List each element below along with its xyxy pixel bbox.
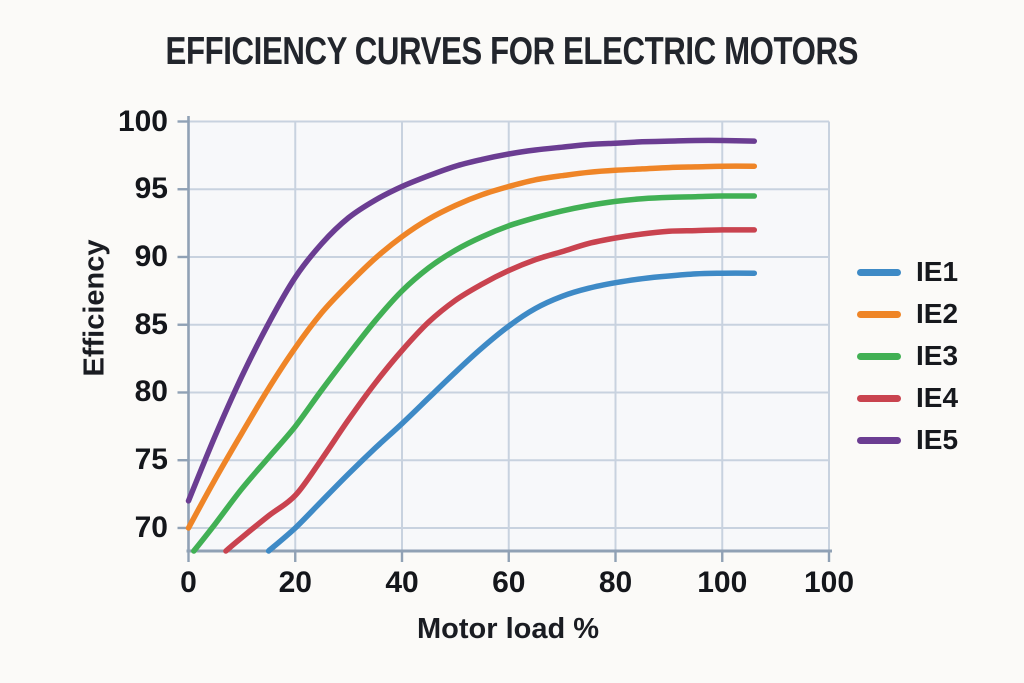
curve-IE5	[185, 137, 758, 504]
legend-label-IE4: IE4	[916, 382, 959, 413]
curve-IE2	[185, 163, 758, 531]
legend-label-IE1: IE1	[916, 256, 959, 287]
legend-label-IE3: IE3	[916, 340, 959, 371]
x-tick-label: 60	[492, 566, 526, 599]
x-tick-label: 100	[803, 566, 855, 599]
legend-item-IE3: IE3	[857, 335, 958, 377]
y-tick-label: 95	[134, 172, 168, 206]
x-tick-label: 80	[598, 566, 633, 599]
x-tick-label: 0	[180, 566, 197, 599]
x-axis-label: Motor load %	[416, 613, 600, 645]
y-tick-label: 75	[134, 443, 168, 477]
x-tick-label: 40	[385, 566, 419, 599]
y-tick-label: 70	[134, 510, 168, 544]
legend: IE1 IE2 IE3 IE4 IE5	[857, 251, 958, 461]
chart-title-text: EFFICIENCY CURVES FOR ELECTRIC MOTORS	[165, 30, 859, 73]
y-tick-label: 80	[134, 375, 168, 409]
legend-item-IE1: IE1	[857, 251, 958, 293]
legend-swatch-IE3	[857, 352, 901, 360]
y-tick-label: 100	[117, 104, 168, 138]
curve-IE1	[265, 270, 758, 554]
legend-item-IE2: IE2	[857, 293, 958, 335]
legend-swatch-IE5	[857, 436, 901, 444]
y-tick-label: 90	[134, 239, 168, 273]
legend-label-IE5: IE5	[916, 424, 959, 455]
y-tick-label: 85	[134, 307, 168, 341]
legend-swatch-IE2	[857, 310, 901, 318]
x-tick-label: 20	[278, 566, 312, 599]
curve-IE3	[191, 193, 758, 554]
legend-item-IE5: IE5	[857, 419, 958, 461]
curve-IE4	[223, 227, 758, 554]
legend-item-IE4: IE4	[857, 377, 958, 419]
x-tick-label: 100	[697, 566, 748, 599]
legend-swatch-IE1	[857, 268, 901, 276]
chart-title: EFFICIENCY CURVES FOR ELECTRIC MOTORS	[0, 30, 1024, 74]
legend-label-IE2: IE2	[916, 298, 959, 329]
legend-swatch-IE4	[857, 394, 901, 402]
